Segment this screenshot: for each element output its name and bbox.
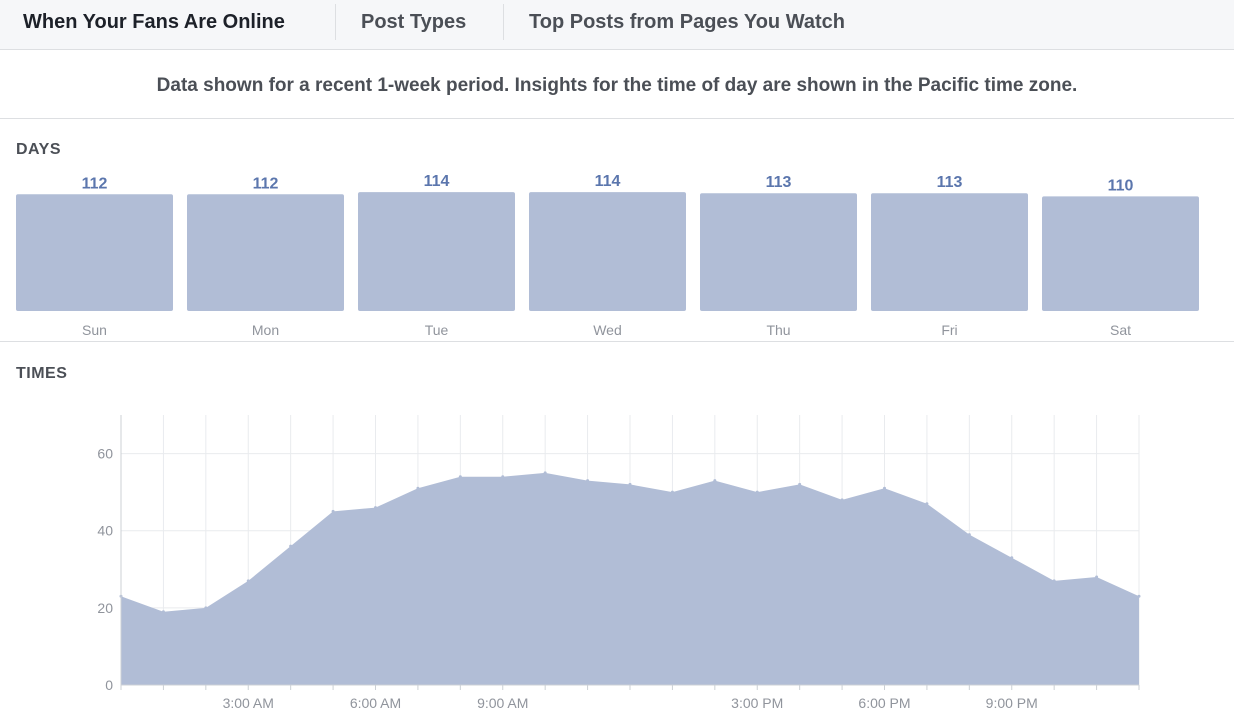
days-bar-chart-svg: 112 Sun 112 Mon 114 Tue 114 Wed 113 Thu 113 Fri 110 S…: [16, 173, 1199, 338]
day-bar-value-label: 114: [424, 173, 450, 190]
times-y-tick-label: 0: [105, 677, 113, 693]
times-x-tick-label: 9:00 PM: [986, 695, 1038, 711]
times-area-series: [121, 472, 1139, 685]
times-data-point: [204, 606, 208, 610]
times-x-tick-label: 3:00 PM: [731, 695, 783, 711]
tab-divider: [503, 4, 504, 40]
times-data-point: [925, 502, 929, 506]
times-data-point: [161, 610, 165, 614]
times-data-point: [289, 544, 293, 548]
times-area-chart-svg: 0 20 40 60 3:00 AM 6:00 AM 9:00 AM 3:00 PM 6:00 …: [97, 415, 1141, 711]
times-x-tick-label: 3:00 AM: [223, 695, 274, 711]
day-bar-tue: [358, 192, 515, 311]
days-section-title: DAYS: [16, 141, 61, 158]
tab-post-types[interactable]: Post Types: [361, 11, 467, 33]
times-y-tick-label: 40: [97, 523, 113, 539]
day-bar-value-label: 114: [595, 173, 621, 190]
day-bar-value-label: 112: [253, 175, 279, 192]
times-data-point: [713, 479, 717, 483]
times-area-chart: 0 20 40 60 3:00 AM 6:00 AM 9:00 AM 3:00 PM 6:00 …: [0, 395, 1234, 716]
times-data-point: [246, 579, 250, 583]
days-bar-chart: 112 Sun 112 Mon 114 Tue 114 Wed 113 Thu 113 Fri 110 S…: [0, 160, 1234, 342]
tab-top-posts[interactable]: Top Posts from Pages You Watch: [529, 11, 845, 33]
times-data-point: [840, 498, 844, 502]
day-bar-sun: [16, 194, 173, 311]
day-bar-value-label: 110: [1108, 177, 1134, 194]
day-category-label: Mon: [252, 322, 279, 338]
day-bar-thu: [700, 193, 857, 311]
day-bar-fri: [871, 193, 1028, 311]
day-bar-sat: [1042, 196, 1199, 311]
times-data-point: [543, 471, 547, 475]
times-y-tick-label: 20: [97, 600, 113, 616]
times-data-point: [1010, 556, 1014, 560]
day-bar-mon: [187, 194, 344, 311]
tab-divider: [335, 4, 336, 40]
day-bar-value-label: 112: [82, 175, 108, 192]
day-category-label: Sat: [1110, 322, 1131, 338]
tab-when-fans-online[interactable]: When Your Fans Are Online: [23, 11, 285, 33]
times-data-point: [416, 486, 420, 490]
times-data-point: [331, 509, 335, 513]
times-data-point: [628, 482, 632, 486]
times-data-point: [798, 482, 802, 486]
times-data-point: [458, 475, 462, 479]
times-y-tick-label: 60: [97, 446, 113, 462]
times-data-point: [374, 506, 377, 510]
times-x-tick-label: 9:00 AM: [477, 695, 528, 711]
day-category-label: Fri: [941, 322, 957, 338]
period-info-text: Data shown for a recent 1-week period. I…: [0, 50, 1234, 119]
day-bar-value-label: 113: [766, 174, 792, 191]
times-data-point: [967, 533, 971, 537]
day-category-label: Wed: [593, 322, 622, 338]
day-bar-value-label: 113: [937, 174, 963, 191]
day-category-label: Thu: [766, 322, 790, 338]
day-category-label: Tue: [425, 322, 449, 338]
times-x-tick-label: 6:00 AM: [350, 695, 401, 711]
times-data-point: [670, 490, 674, 494]
times-section-title: TIMES: [16, 365, 68, 382]
times-data-point: [1137, 594, 1141, 598]
day-category-label: Sun: [82, 322, 107, 338]
times-data-point: [883, 486, 886, 490]
tab-bar: When Your Fans Are Online Post Types Top…: [0, 0, 1234, 50]
times-data-point: [586, 479, 590, 483]
times-data-point: [755, 490, 759, 494]
times-data-point: [501, 475, 505, 479]
times-x-tick-label: 6:00 PM: [858, 695, 910, 711]
times-data-point: [1052, 579, 1056, 583]
times-data-point: [1095, 575, 1099, 579]
day-bar-wed: [529, 192, 686, 311]
